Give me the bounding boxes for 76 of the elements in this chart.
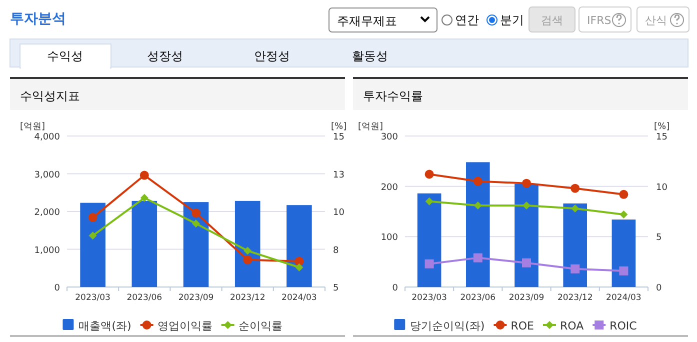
y-tick-label: 200 — [380, 182, 398, 193]
point — [474, 201, 482, 210]
point — [88, 232, 97, 240]
y-tick-label: 3,000 — [34, 170, 60, 180]
legend-label: ROA — [560, 320, 584, 332]
bar — [514, 184, 538, 287]
x-tick-label: 2023/03 — [75, 293, 110, 303]
button: 검색 — [528, 6, 576, 32]
y-axis-title: [억원] — [20, 122, 46, 132]
y2-tick-label: 15 — [656, 132, 668, 142]
button: IFRS — [578, 6, 632, 32]
point — [243, 255, 252, 264]
x-tick-label: 2023/12 — [557, 293, 593, 303]
x-tick-label: 2023/12 — [230, 293, 266, 303]
y2-tick-label: 13 — [333, 170, 344, 180]
y2-tick-label: 10 — [333, 208, 345, 218]
point — [473, 253, 482, 262]
point — [244, 246, 252, 255]
point — [424, 259, 434, 268]
point — [140, 194, 148, 202]
point — [192, 208, 200, 218]
y-tick-label: 0 — [54, 284, 60, 294]
y2-tick-label: 5 — [656, 233, 662, 244]
point — [424, 170, 434, 179]
legend-label: ROE — [510, 320, 534, 332]
point — [473, 176, 482, 186]
point — [570, 264, 580, 274]
x-tick-label: 2023/09 — [508, 293, 544, 303]
point — [522, 201, 530, 210]
legend-label: 영업이익률 — [157, 320, 212, 332]
y2-tick-label: 8 — [333, 246, 339, 256]
point — [294, 256, 304, 266]
x-tick-label: 2024/03 — [606, 293, 642, 303]
y-tick-label: 300 — [380, 132, 398, 142]
bar — [612, 220, 636, 287]
y-tick-label: 4,000 — [34, 132, 60, 142]
bar — [417, 193, 442, 287]
page-header: 투자분석 주재무제표 연간 분기 검색 IFRS 산식 수익성 성장성 안정성 활동성 — [10, 6, 690, 69]
point — [522, 178, 531, 188]
y2-tick-label: 10 — [656, 182, 668, 193]
point — [620, 210, 628, 219]
point — [425, 197, 434, 206]
point — [619, 190, 628, 199]
chart-title: 투자수익률 — [363, 89, 423, 103]
x-tick-label: 2023/09 — [178, 293, 214, 303]
legend-label: 순이익률 — [238, 320, 282, 332]
bar — [466, 162, 490, 287]
legend-label: 매출액(좌) — [78, 320, 132, 332]
point — [522, 258, 531, 268]
y2-axis-title: [%] — [331, 122, 347, 132]
chart-title: 수익성지표 — [20, 89, 80, 103]
x-tick-label: 2023/06 — [460, 293, 496, 303]
point — [88, 213, 98, 222]
y2-tick-label: 0 — [656, 284, 662, 294]
y2-axis-title: [%] — [654, 122, 670, 132]
y-axis-title: [억원] — [358, 122, 384, 132]
button: 산식 — [636, 6, 690, 32]
dropdown: 주재무제표 — [328, 8, 438, 32]
point — [192, 220, 200, 228]
y2-tick-label: 15 — [333, 132, 344, 142]
legend-label: ROIC — [610, 320, 638, 332]
x-tick-label: 2024/03 — [282, 293, 317, 303]
bar — [563, 203, 588, 287]
y2-tick-label: 5 — [333, 284, 339, 294]
x-tick-label: 2023/03 — [412, 293, 447, 303]
point — [571, 204, 580, 212]
point — [619, 266, 628, 276]
point — [295, 263, 304, 272]
y-tick-label: 100 — [380, 233, 398, 244]
y-tick-label: 2,000 — [34, 208, 60, 218]
y-tick-label: 1,000 — [34, 246, 60, 256]
point — [140, 170, 149, 180]
y-tick-label: 0 — [392, 284, 398, 294]
point — [570, 184, 580, 193]
legend-label: 당기순이익(좌) — [410, 320, 485, 332]
x-tick-label: 2023/06 — [126, 293, 162, 303]
